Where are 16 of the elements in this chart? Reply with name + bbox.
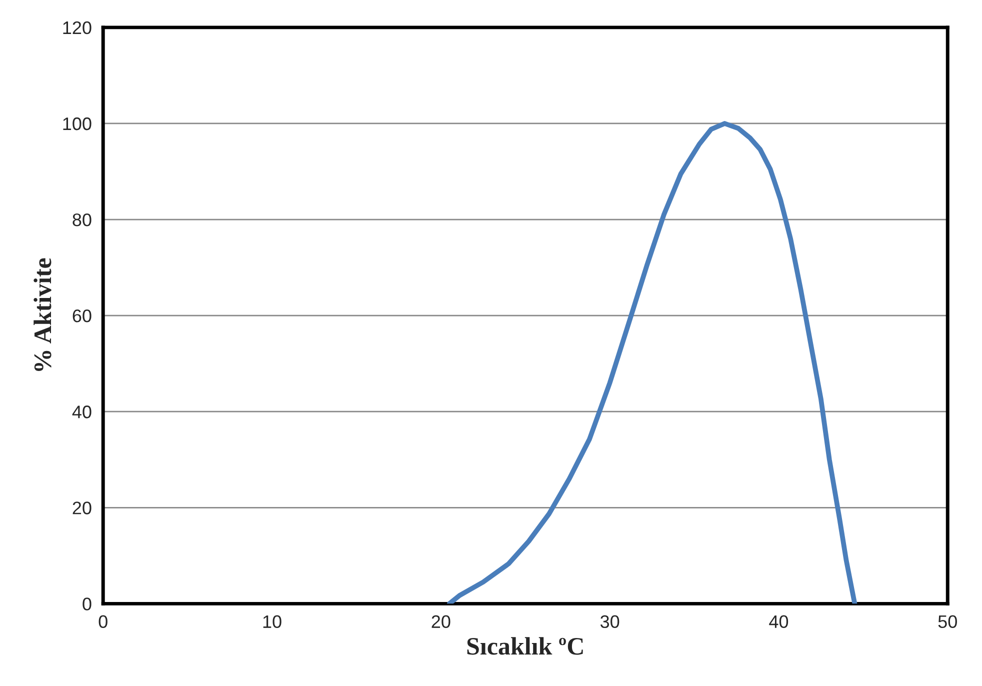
x-tick-label: 30 <box>600 615 620 628</box>
x-tick-label: 20 <box>432 615 450 628</box>
y-tick-label: 20 <box>72 502 92 514</box>
line-series <box>446 121 858 604</box>
x-tick-label: 10 <box>263 615 282 628</box>
x-axis-title: Sıcaklık ºC <box>467 637 583 655</box>
y-tick-label: 0 <box>82 598 92 610</box>
y-tick-label: 80 <box>72 213 92 226</box>
y-tick-label: 120 <box>63 21 92 34</box>
x-tick-label: 0 <box>98 615 108 628</box>
y-tick-label: 60 <box>72 309 92 322</box>
y-tick-label: 100 <box>63 117 92 130</box>
x-tick-label: 50 <box>938 615 957 628</box>
y-axis-title: % Aktivite <box>34 258 52 371</box>
x-tick-label: 40 <box>769 615 788 628</box>
y-tick-label: 40 <box>72 406 92 418</box>
